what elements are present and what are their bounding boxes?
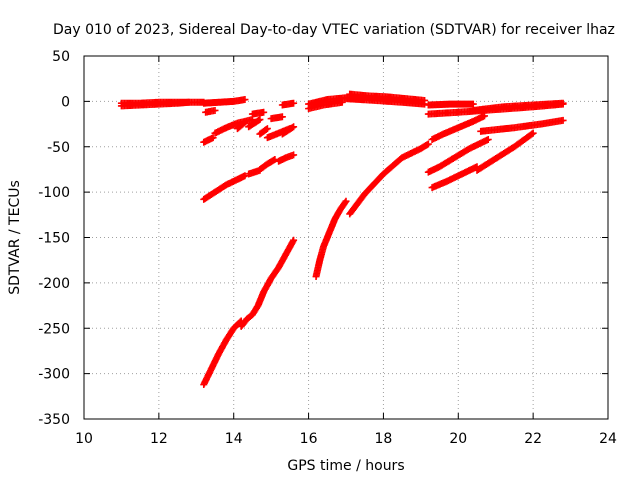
y-tick-label: -300 (38, 367, 70, 383)
series-arc-09 (248, 108, 268, 118)
series-arc-19 (200, 317, 245, 389)
data-point (262, 126, 270, 134)
data-point (529, 129, 537, 137)
data-point (255, 116, 263, 124)
x-tick-label: 18 (375, 431, 393, 447)
series-arc-11 (267, 113, 286, 123)
data-point (271, 155, 279, 163)
axis-ticks: 10 12 14 16 18 20 22 24 50 0 -50 -100 -150 -200 -250 -3… (38, 49, 617, 447)
data-point (290, 151, 298, 159)
data-point (241, 118, 249, 126)
plot-frame (83, 55, 609, 420)
series-arc-07 (233, 118, 249, 133)
data-point (528, 130, 536, 138)
data-point (185, 98, 193, 106)
series-arc-17 (256, 155, 279, 173)
y-axis-title: SDTVAR / TECUs (7, 180, 23, 295)
data-point (342, 197, 350, 205)
grid (84, 56, 608, 419)
x-tick-label: 24 (599, 431, 617, 447)
data-point (263, 125, 271, 133)
x-tick-label: 12 (150, 431, 168, 447)
data-point (424, 140, 432, 148)
y-tick-label: -350 (38, 412, 70, 428)
data-point (559, 99, 567, 107)
series-arc-20 (237, 236, 298, 330)
data-point (260, 108, 268, 116)
series-arc-10 (256, 125, 271, 138)
series-arc-14 (278, 99, 298, 109)
data-point (256, 116, 264, 124)
data-point (288, 124, 296, 132)
series-arc-05 (200, 134, 217, 146)
series-arc-34 (473, 129, 537, 174)
data-point (241, 96, 249, 104)
y-tick-label: -150 (38, 231, 70, 247)
x-tick-label: 10 (75, 431, 93, 447)
series-arc-08 (245, 116, 264, 131)
series-arc-15 (200, 172, 249, 203)
data-point (559, 116, 567, 124)
data-point (480, 112, 488, 120)
data-point (421, 100, 429, 108)
x-tick-label: 16 (300, 431, 318, 447)
x-tick-label: 20 (449, 431, 467, 447)
series-arc-29 (469, 99, 567, 114)
data-point (484, 135, 492, 143)
y-tick-label: 0 (61, 94, 70, 110)
x-tick-label: 22 (524, 431, 542, 447)
data-point (469, 100, 477, 108)
data-point (240, 119, 248, 127)
series-arc-02 (117, 98, 193, 110)
series-arc-18 (275, 151, 298, 165)
series-arc-03 (200, 96, 249, 107)
y-tick-label: -50 (47, 140, 70, 156)
y-tick-label: -200 (38, 276, 70, 292)
series-arc-21 (312, 197, 350, 281)
data-point (290, 236, 298, 244)
series-arc-32 (424, 135, 492, 176)
y-tick-label: 50 (52, 49, 70, 65)
data-point (290, 123, 298, 131)
chart-title: Day 010 of 2023, Sidereal Day-to-day VTE… (53, 22, 615, 38)
series-arc-24 (305, 98, 346, 113)
series-arc-26 (342, 95, 429, 108)
data-point (278, 113, 286, 121)
data-point (290, 99, 298, 107)
data-point (209, 134, 217, 142)
series-arc-13 (278, 123, 298, 138)
series-arc-27 (424, 100, 477, 109)
data-points (117, 90, 567, 389)
data-point (241, 172, 249, 180)
x-axis-title: GPS time / hours (287, 458, 404, 474)
series-arc-31 (477, 116, 567, 135)
data-point (341, 198, 349, 206)
series-arc-16 (245, 166, 264, 178)
series-arc-22 (346, 140, 432, 218)
y-tick-label: -250 (38, 321, 70, 337)
series-arc-30 (428, 112, 488, 143)
y-tick-label: -100 (38, 185, 70, 201)
x-tick-label: 14 (225, 431, 243, 447)
series-arc-04 (202, 106, 219, 116)
data-point (211, 106, 219, 114)
data-point (338, 98, 346, 106)
